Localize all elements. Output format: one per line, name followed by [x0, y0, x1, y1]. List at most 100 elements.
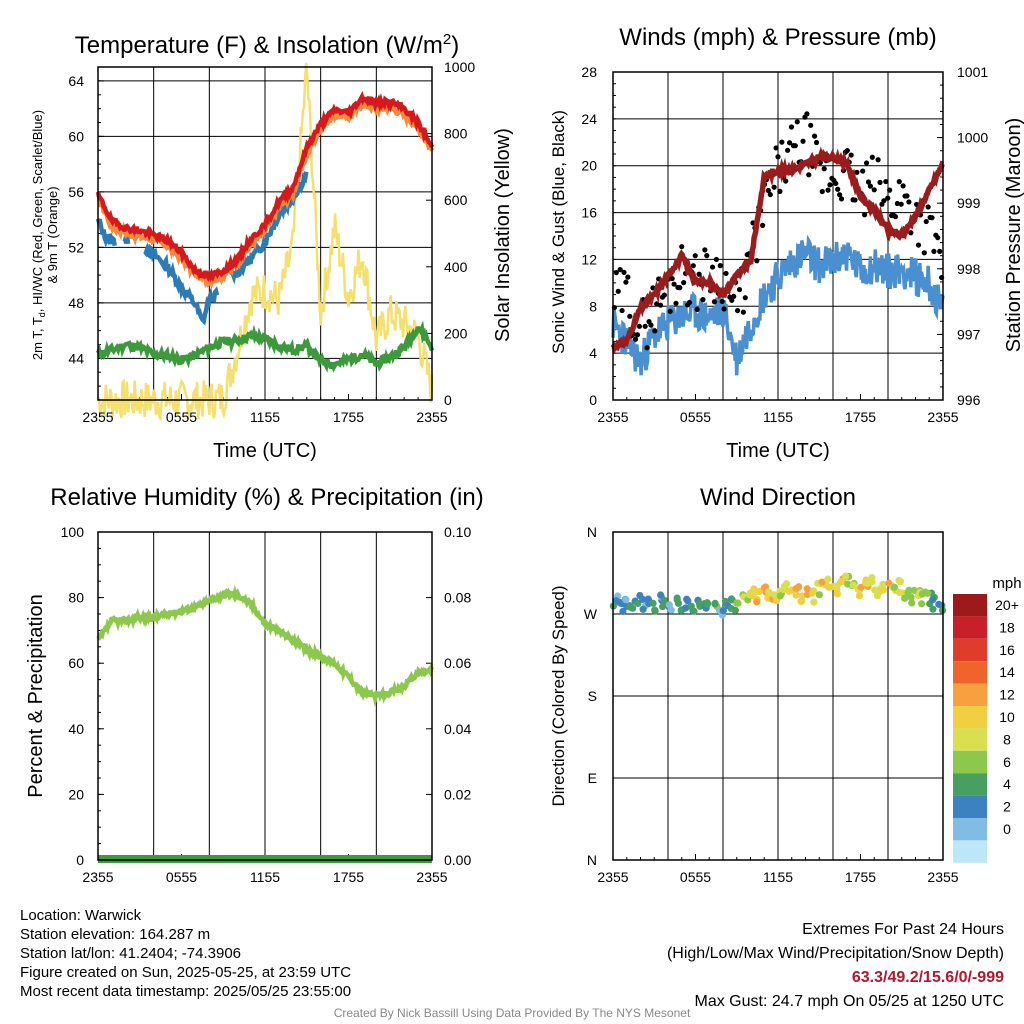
gust-point — [742, 295, 748, 301]
direction-point — [658, 602, 667, 611]
gust-point — [625, 274, 631, 280]
y-tick-label: 12 — [581, 251, 597, 267]
gust-point — [937, 248, 943, 254]
y-tick-label: 8 — [589, 298, 597, 314]
direction-point — [907, 593, 915, 601]
gust-point — [887, 187, 893, 193]
gust-point — [885, 195, 891, 201]
legend-label: 0 — [1003, 821, 1011, 837]
plot-frame — [97, 531, 433, 861]
gust-point — [900, 183, 906, 189]
y2-tick-label: 0.04 — [444, 721, 471, 737]
direction-point — [719, 607, 727, 615]
gust-point — [804, 111, 810, 117]
y-axis-label: Percent & Precipitation — [25, 594, 47, 797]
y2-tick-label: 1000 — [444, 59, 475, 75]
gust-point — [681, 280, 687, 286]
direction-point — [765, 588, 773, 596]
wind-speed-line — [611, 234, 945, 376]
gust-point — [657, 302, 664, 308]
winds-title: Winds (mph) & Pressure (mb) — [619, 24, 936, 51]
direction-point — [908, 599, 916, 607]
direction-point — [868, 578, 876, 586]
direction-point — [673, 594, 681, 602]
recent-data-text: Most recent data timestamp: 2025/05/25 2… — [20, 983, 352, 1000]
gust-point — [921, 250, 927, 256]
gust-point — [652, 328, 658, 334]
direction-point — [797, 597, 805, 605]
y-tick-label: 20 — [68, 786, 84, 802]
direction-point — [842, 572, 850, 580]
direction-point — [776, 592, 784, 600]
gust-point — [661, 292, 668, 298]
gust-point — [892, 214, 899, 220]
gust-point — [767, 191, 773, 198]
winds-panel: 0 4 8 12 16 20 24 28 996 997 998 999 1000 1001 2355 055… — [549, 24, 1024, 462]
direction-point — [639, 595, 647, 604]
y2-tick-label: 996 — [957, 392, 981, 408]
y-axis-label-line1: 2m T, Td, HI/WC (Red, Green, Scarlet/Blu… — [30, 110, 47, 360]
x-tick-label: 1155 — [763, 869, 793, 885]
humidity-panel: 0 20 40 60 80 100 0.00 0.02 0.04 0.06 0.08 0.10 2355… — [25, 484, 484, 885]
y-tick-label: 44 — [68, 350, 84, 366]
gust-point — [690, 263, 696, 269]
title-superscript: 2 — [443, 31, 451, 48]
y-tick-label: 80 — [68, 590, 84, 606]
x-tick-label: 1755 — [845, 869, 876, 885]
gust-point — [817, 159, 823, 166]
direction-point — [855, 592, 863, 600]
gust-point — [813, 139, 820, 146]
legend-swatch — [953, 683, 987, 706]
gust-point — [719, 298, 725, 305]
direction-point — [890, 583, 898, 591]
y2-tick-label: 800 — [444, 126, 468, 142]
gust-point — [825, 187, 831, 193]
gust-point — [854, 169, 860, 175]
gust-point — [848, 152, 854, 158]
gust-point — [833, 180, 839, 187]
gust-point — [779, 139, 785, 145]
x-tick-label: 0555 — [680, 869, 711, 885]
direction-point — [849, 581, 858, 589]
gust-point — [835, 186, 841, 192]
gust-point — [642, 323, 648, 329]
y2-tick-label: 0.10 — [444, 524, 471, 540]
max-gust-text: Max Gust: 24.7 mph On 05/25 at 1250 UTC — [694, 993, 1005, 1010]
y-tick-label: 56 — [68, 184, 84, 200]
x-tick-label: 1155 — [763, 409, 793, 425]
gust-point — [692, 253, 698, 259]
label-subscript: d — [37, 312, 47, 317]
y-tick-label: 64 — [68, 73, 84, 89]
gust-point — [632, 336, 639, 342]
insolation-line — [96, 62, 434, 422]
gust-point — [827, 182, 833, 188]
gust-point — [679, 244, 685, 250]
y2-tick-label: 200 — [444, 325, 468, 341]
y2-tick-label: 0.08 — [444, 590, 471, 606]
direction-point — [833, 590, 842, 598]
extremes-values: 63.3/49.2/15.6/0/-999 — [851, 969, 1004, 986]
direction-point — [783, 580, 791, 588]
gust-point — [904, 193, 910, 199]
legend-label: 6 — [1003, 754, 1011, 770]
legend-swatch — [953, 616, 987, 639]
temperature-panel: 44 48 52 56 60 64 0 200 400 600 800 1000 2355 0555 115… — [30, 31, 514, 462]
gust-point — [860, 168, 866, 174]
gust-point — [931, 248, 937, 254]
temp-9m-line — [96, 95, 435, 289]
direction-point — [634, 599, 642, 608]
gust-point — [800, 138, 806, 144]
gust-point — [671, 281, 677, 287]
y2-axis-label-group: Station Pressure (Maroon) — [1003, 118, 1024, 353]
elevation-text: Station elevation: 164.287 m — [20, 926, 211, 943]
direction-point — [910, 586, 918, 594]
x-tick-label: 2355 — [927, 409, 958, 425]
gust-point — [634, 332, 641, 338]
gust-point — [686, 299, 693, 306]
x-tick-label: 2355 — [927, 869, 958, 885]
direction-point — [918, 590, 926, 598]
y-tick-label: 20 — [581, 158, 597, 174]
y2-tick-label: 600 — [444, 192, 468, 208]
gust-point — [731, 293, 737, 299]
gust-point — [785, 147, 791, 153]
